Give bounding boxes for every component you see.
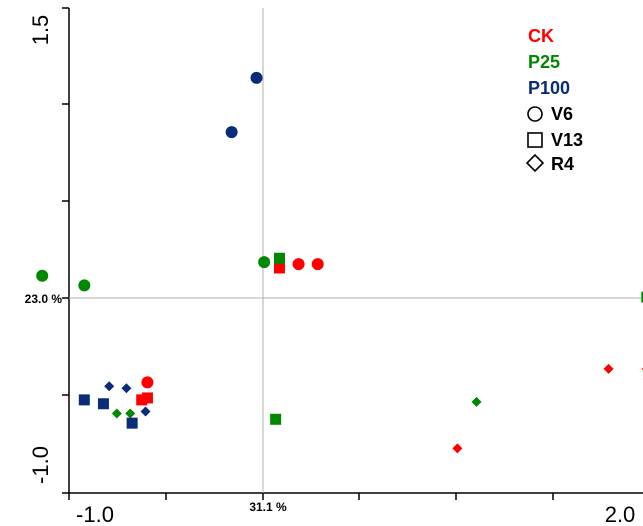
point-p100-square-3 (97, 398, 109, 410)
legend-label-v6: V6 (551, 104, 573, 124)
legend-label-p25: P25 (528, 52, 560, 72)
legend-circle-icon (527, 106, 543, 122)
x-ticks (68, 493, 554, 500)
point-ck-circle-0 (292, 258, 305, 271)
x-tick-label-max: 2.0 (605, 502, 636, 526)
point-p100-square-2 (78, 394, 90, 406)
point-p25-circle-0 (258, 256, 271, 269)
point-ck-diamond-8 (452, 443, 463, 454)
point-p100-diamond-7 (140, 406, 151, 417)
legend-label-ck: CK (528, 26, 554, 46)
point-ck-circle-1 (311, 258, 324, 271)
legend-diamond-icon (525, 153, 545, 173)
point-p25-square-5 (270, 413, 282, 425)
point-ck-square-5 (141, 392, 153, 404)
point-p25-circle-1 (36, 269, 49, 282)
legend: CK P25 P100 V6 V13 R4 (525, 26, 583, 174)
point-p25-circle-2 (78, 279, 91, 292)
point-p25-diamond-8 (125, 408, 136, 419)
point-p100-circle-1 (225, 126, 238, 139)
point-p25-diamond-6 (471, 396, 482, 407)
legend-label-r4: R4 (551, 154, 574, 174)
point-p100-diamond-6 (121, 383, 132, 394)
point-ck-diamond-6 (603, 363, 614, 374)
legend-label-p100: P100 (528, 78, 570, 98)
point-ck-square-4 (136, 394, 148, 406)
data-points (36, 71, 643, 454)
point-ck-square-3 (273, 262, 285, 274)
y-tick-label-min: -1.0 (28, 446, 53, 484)
point-p25-square-3 (273, 252, 285, 264)
legend-square-icon (527, 132, 543, 148)
legend-label-v13: V13 (551, 130, 583, 150)
point-p100-diamond-5 (104, 381, 115, 392)
point-p25-square-4 (641, 291, 643, 303)
y-ticks (62, 7, 69, 494)
point-p25-diamond-7 (111, 408, 122, 419)
point-p100-circle-0 (250, 71, 263, 84)
x-axis-percent-label: 31.1 % (249, 500, 287, 514)
point-p100-square-4 (126, 417, 138, 429)
y-tick-label-max: 1.5 (28, 15, 53, 46)
y-axis-percent-label: 23.0 % (25, 292, 63, 306)
x-tick-label-min: -1.0 (76, 502, 114, 526)
point-ck-circle-2 (141, 376, 154, 389)
